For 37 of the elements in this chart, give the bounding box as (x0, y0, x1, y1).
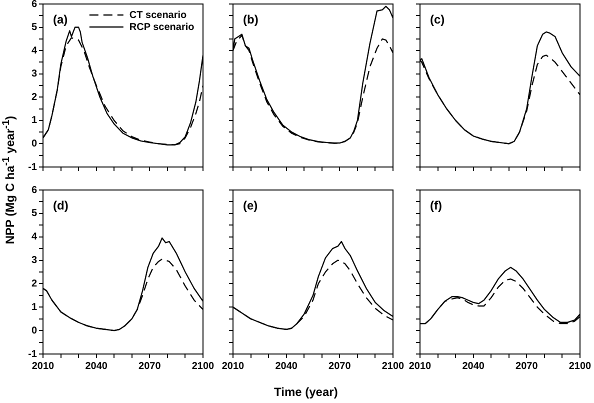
x-tick-label: 2100 (192, 360, 215, 372)
legend-label: RCP scenario (129, 22, 194, 33)
x-tick-label: 2070 (516, 360, 538, 372)
annotation: (f) (430, 198, 442, 212)
y-tick-label: 1 (31, 302, 38, 313)
x-tick-label: 2100 (568, 360, 592, 372)
y-tick-label: -1 (28, 348, 38, 360)
y-tick-label: 5 (31, 22, 38, 34)
legend-label: CT scenario (129, 10, 187, 21)
y-tick-label: 6 (31, 0, 38, 10)
y-tick-label: 1 (31, 115, 38, 126)
annotation: (a) (53, 12, 68, 26)
x-tick-label: 2040 (462, 360, 485, 372)
annotation: (b) (243, 12, 258, 26)
y-tick-label: 6 (31, 184, 38, 196)
y-tick-label: 3 (31, 255, 38, 266)
y-tick-label: 5 (31, 208, 38, 220)
x-tick-label: 2070 (328, 360, 352, 372)
y-tick-label: 4 (31, 45, 38, 56)
x-tick-label: 2010 (408, 360, 432, 372)
x-tick-label: 2010 (32, 360, 55, 372)
y-tick-label: 4 (31, 232, 38, 243)
x-tick-label: 2070 (138, 360, 162, 372)
y-tick-label: 2 (31, 278, 38, 290)
x-tick-label: 2040 (275, 360, 298, 372)
x-tick-label: 2100 (382, 360, 405, 372)
y-tick-label: 3 (31, 68, 38, 80)
x-tick-label: 2040 (85, 360, 108, 372)
y-tick-label: 2 (31, 92, 38, 103)
annotation: (e) (243, 198, 258, 212)
annotation: (c) (430, 12, 445, 26)
y-tick-label: 0 (31, 138, 38, 150)
annotation: (d) (53, 198, 68, 212)
y-tick-label: 0 (31, 325, 38, 336)
x-tick-label: 2010 (222, 360, 245, 372)
x-axis-title: Time (year) (274, 385, 338, 399)
y-tick-label: -1 (28, 162, 38, 173)
